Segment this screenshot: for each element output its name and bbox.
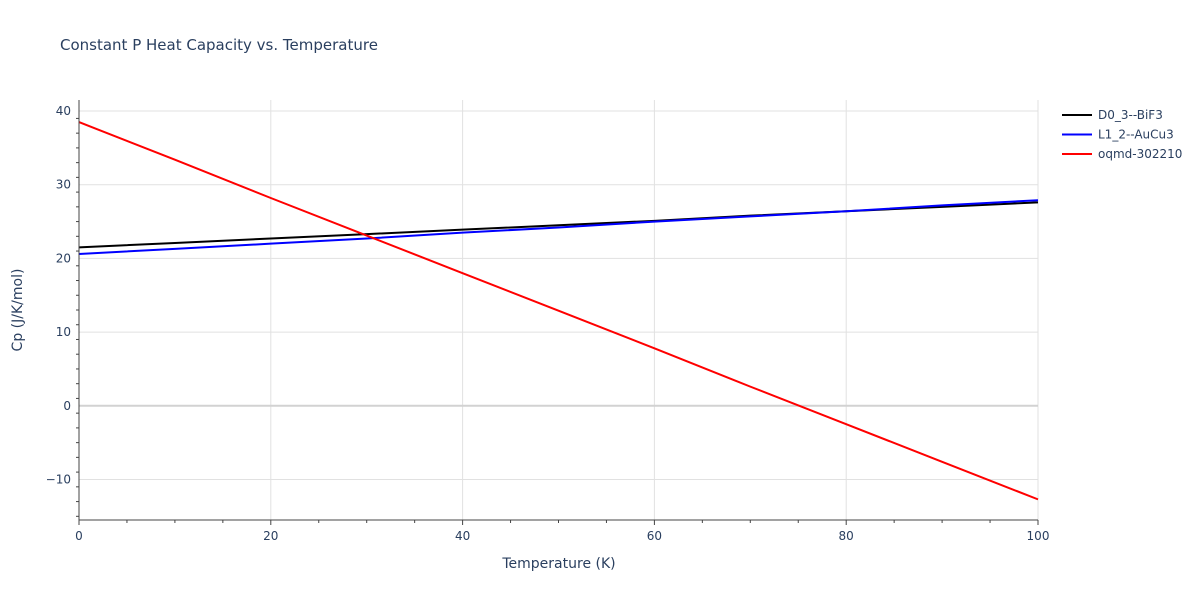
x-tick-label: 20	[263, 529, 278, 543]
y-tick-label: 20	[56, 251, 71, 265]
x-tick-label: 40	[455, 529, 470, 543]
series-line	[78, 121, 1039, 501]
x-tick-label: 100	[1027, 529, 1050, 543]
series-line	[78, 199, 1039, 255]
y-tick-label: −10	[46, 472, 71, 486]
y-axis-title: Cp (J/K/mol)	[10, 269, 26, 352]
y-tick-label: 10	[56, 325, 71, 339]
y-tick-label: 30	[56, 178, 71, 192]
legend-label: L1_2--AuCu3	[1098, 128, 1174, 142]
legend-label: D0_3--BiF3	[1098, 108, 1163, 122]
legend-item[interactable]: L1_2--AuCu3	[1062, 128, 1174, 142]
grid	[79, 100, 1039, 520]
legend-item[interactable]: oqmd-302210	[1062, 147, 1182, 161]
legend[interactable]: D0_3--BiF3 L1_2--AuCu3 oqmd-302210	[1062, 108, 1182, 161]
x-axis-title: Temperature (K)	[501, 556, 615, 572]
x-tick-label: 60	[647, 529, 662, 543]
x-tick-label: 80	[839, 529, 854, 543]
axes: 0 20 40 60 80 100 −10 0 10 20 30 40	[46, 100, 1050, 543]
chart-title: Constant P Heat Capacity vs. Temperature	[60, 36, 378, 54]
x-tick-label: 0	[75, 529, 83, 543]
legend-label: oqmd-302210	[1098, 147, 1182, 161]
y-tick-label: 40	[56, 104, 71, 118]
legend-item[interactable]: D0_3--BiF3	[1062, 108, 1163, 122]
plot-series	[78, 121, 1039, 501]
y-tick-label: 0	[63, 399, 71, 413]
